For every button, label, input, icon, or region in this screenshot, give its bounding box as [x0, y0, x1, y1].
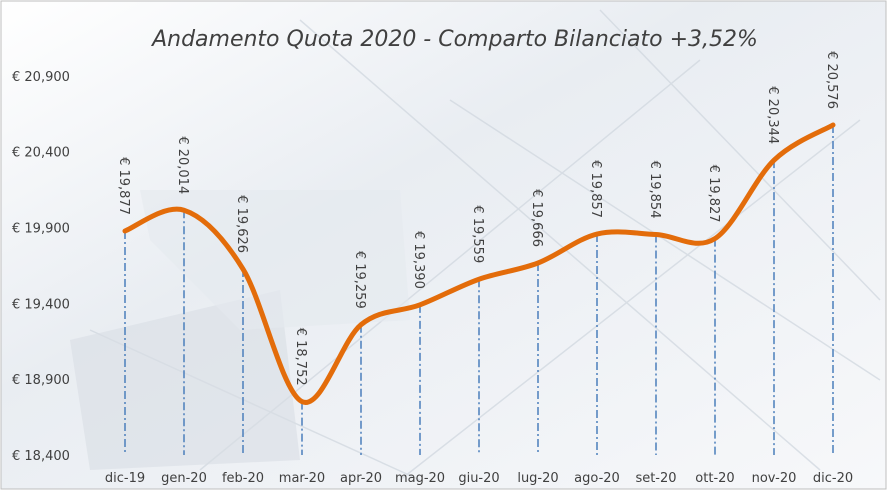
x-tick-label: gen-20	[161, 471, 207, 486]
data-label: € 19,259	[352, 251, 367, 309]
x-tick-label: set-20	[635, 471, 676, 486]
chart-title: Andamento Quota 2020 - Comparto Bilancia…	[150, 27, 758, 52]
x-tick-label: ott-20	[695, 471, 734, 486]
x-tick-label: nov-20	[752, 471, 797, 486]
x-tick-label: apr-20	[340, 471, 382, 486]
x-tick-label: mag-20	[395, 471, 445, 486]
y-tick-label: € 20,900	[12, 70, 70, 85]
page: {"chart_data": {"type": "line", "title":…	[0, 0, 887, 490]
y-tick-label: € 18,900	[12, 373, 70, 388]
data-label: € 19,827	[706, 165, 721, 223]
chart: Andamento Quota 2020 - Comparto Bilancia…	[0, 0, 887, 490]
x-tick-label: giu-20	[458, 471, 499, 486]
data-label: € 19,854	[647, 161, 662, 219]
data-label: € 19,666	[529, 189, 544, 247]
data-label: € 19,877	[116, 157, 131, 215]
x-tick-label: dic-19	[105, 471, 145, 486]
x-tick-label: lug-20	[517, 471, 558, 486]
data-label: € 19,626	[234, 195, 249, 253]
data-label: € 20,344	[765, 86, 780, 144]
data-label: € 19,559	[470, 205, 485, 263]
x-tick-label: ago-20	[574, 471, 620, 486]
data-label: € 19,857	[588, 160, 603, 218]
y-tick-label: € 20,400	[12, 146, 70, 161]
data-label: € 19,390	[411, 231, 426, 289]
x-tick-label: feb-20	[222, 471, 264, 486]
y-tick-label: € 19,400	[12, 297, 70, 312]
data-label: € 20,576	[824, 51, 839, 109]
y-tick-label: € 18,400	[12, 449, 70, 464]
x-tick-label: dic-20	[813, 471, 853, 486]
data-label: € 20,014	[175, 136, 190, 194]
y-tick-label: € 19,900	[12, 222, 70, 237]
data-label: € 18,752	[293, 328, 308, 386]
x-tick-label: mar-20	[279, 471, 325, 486]
